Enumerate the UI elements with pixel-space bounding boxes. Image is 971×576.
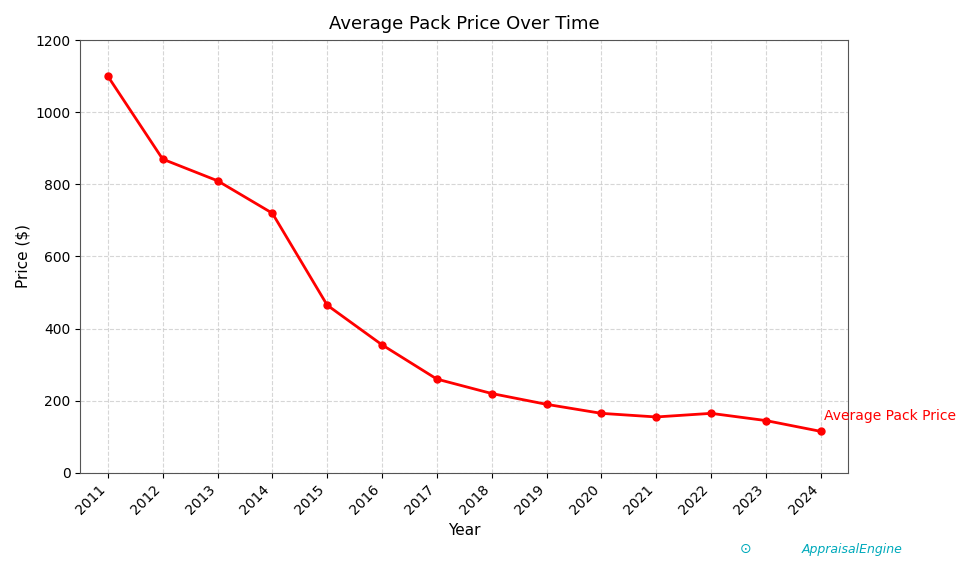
Y-axis label: Price ($): Price ($)	[15, 225, 30, 289]
Text: Average Pack Price: Average Pack Price	[823, 409, 955, 423]
X-axis label: Year: Year	[448, 523, 481, 538]
Title: Average Pack Price Over Time: Average Pack Price Over Time	[329, 15, 600, 33]
Text: AppraisalEngine: AppraisalEngine	[802, 543, 903, 556]
Text: ⊙: ⊙	[740, 542, 752, 556]
